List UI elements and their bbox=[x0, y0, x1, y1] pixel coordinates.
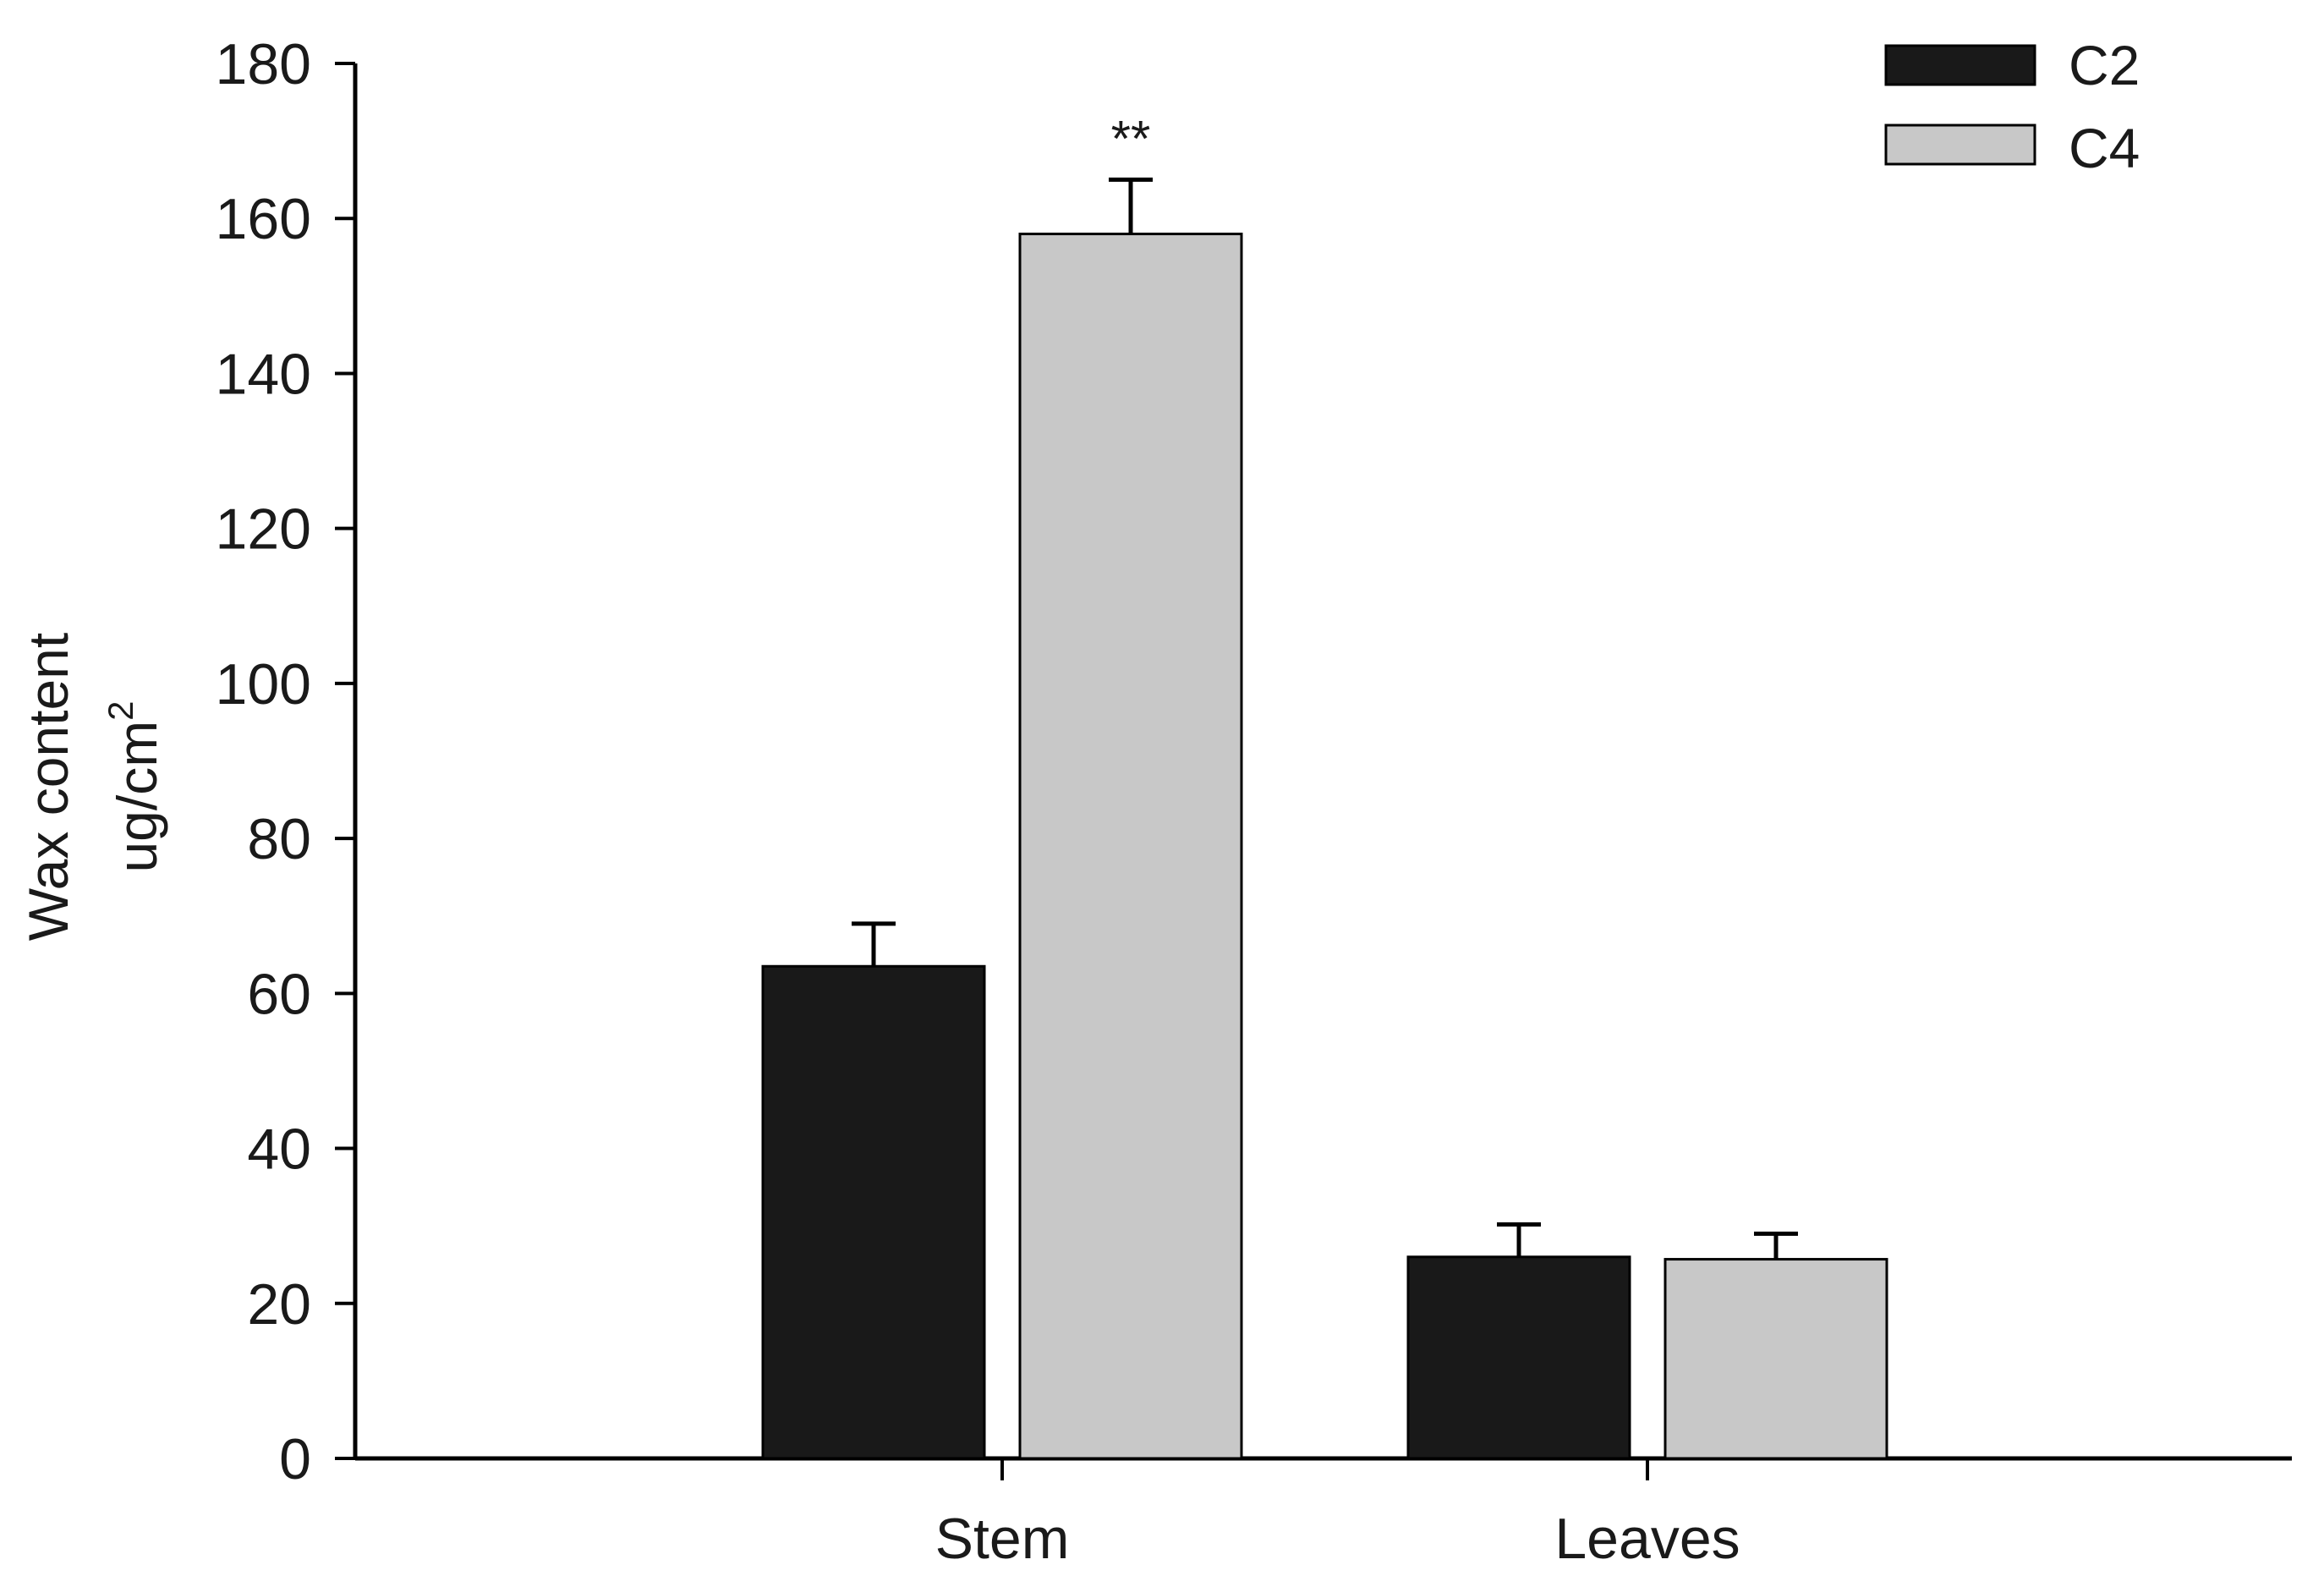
y-axis-unit-superscript: 2 bbox=[101, 700, 140, 720]
y-tick-label: 0 bbox=[279, 1427, 311, 1491]
y-axis-unit: ug/cm2 bbox=[101, 700, 168, 872]
y-tick-label: 40 bbox=[247, 1117, 311, 1182]
y-axis-unit-base: ug/cm bbox=[106, 721, 168, 873]
bar bbox=[1018, 233, 1243, 1460]
x-tick-label: Stem bbox=[935, 1507, 1070, 1571]
y-tick-label: 60 bbox=[247, 962, 311, 1026]
y-axis: 0 20 40 60 80 100 120 140 160 180 bbox=[216, 32, 358, 1491]
legend-label-c2: C2 bbox=[2069, 34, 2140, 96]
y-tick-label: 160 bbox=[216, 187, 311, 251]
x-tick-label: Leaves bbox=[1554, 1507, 1740, 1571]
legend-swatch-c4 bbox=[1884, 124, 2036, 166]
y-tick-label: 120 bbox=[216, 497, 311, 562]
bar bbox=[1664, 1258, 1888, 1460]
y-axis-unit-text: ug/cm2 bbox=[101, 700, 168, 872]
y-tick-label: 100 bbox=[216, 652, 311, 717]
legend-label-c4: C4 bbox=[2069, 117, 2140, 179]
error-bars bbox=[852, 177, 1798, 1260]
bar bbox=[761, 964, 986, 1460]
x-axis: Stem Leaves bbox=[355, 1456, 2292, 1571]
y-tick-label: 180 bbox=[216, 32, 311, 96]
significance-marker: ** bbox=[1111, 110, 1151, 167]
bar bbox=[1406, 1255, 1631, 1460]
legend: C2 C4 bbox=[1884, 34, 2140, 179]
y-tick-label: 20 bbox=[247, 1272, 311, 1337]
annotations: ** bbox=[1111, 110, 1151, 167]
legend-swatch-c2 bbox=[1884, 44, 2036, 86]
y-axis-title: Wax content bbox=[17, 633, 79, 941]
y-axis-title-line1: Wax content bbox=[17, 633, 79, 941]
y-tick-label: 140 bbox=[216, 342, 311, 406]
bars bbox=[761, 233, 1888, 1460]
y-tick-label: 80 bbox=[247, 807, 311, 871]
